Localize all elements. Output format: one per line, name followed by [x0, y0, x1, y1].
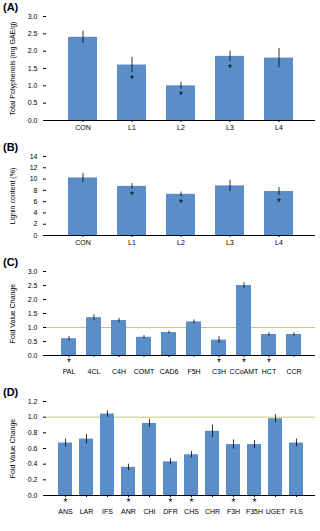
svg-text:*: * [217, 357, 221, 368]
svg-text:*: * [67, 357, 71, 368]
svg-text:L1: L1 [128, 124, 136, 131]
svg-text:*: * [232, 497, 236, 508]
svg-text:Lignin content (%): Lignin content (%) [9, 168, 17, 224]
svg-text:0.4: 0.4 [28, 460, 38, 467]
svg-text:F5H: F5H [187, 368, 200, 375]
svg-text:L3: L3 [226, 239, 234, 246]
svg-text:*: * [179, 198, 183, 209]
svg-text:0.0: 0.0 [28, 352, 38, 359]
svg-text:*: * [127, 497, 131, 508]
svg-text:0.0: 0.0 [28, 117, 38, 124]
svg-text:CHR: CHR [205, 508, 220, 515]
svg-text:1.5: 1.5 [28, 310, 38, 317]
svg-text:Fold Value Change: Fold Value Change [9, 419, 17, 479]
svg-text:3.0: 3.0 [28, 13, 38, 20]
svg-text:IFS: IFS [102, 508, 113, 515]
svg-text:CON: CON [75, 239, 91, 246]
svg-text:CCoAMT: CCoAMT [230, 368, 260, 375]
svg-text:L4: L4 [275, 124, 283, 131]
svg-text:UGET: UGET [266, 508, 286, 515]
svg-text:*: * [169, 497, 173, 508]
svg-text:0.8: 0.8 [28, 429, 38, 436]
svg-text:ANS: ANS [58, 508, 73, 515]
svg-text:2.0: 2.0 [28, 47, 38, 54]
svg-text:F3H: F3H [227, 508, 240, 515]
svg-text:*: * [130, 74, 134, 85]
svg-text:*: * [64, 497, 68, 508]
html-text:(B): (B) [3, 141, 19, 153]
svg-text:L3: L3 [226, 124, 234, 131]
html-text:(A): (A) [3, 1, 19, 13]
svg-text:F35H: F35H [246, 508, 263, 515]
svg-text:4: 4 [34, 209, 38, 216]
svg-text:0: 0 [34, 232, 38, 239]
svg-text:Total Polyphenols (mg GAE/g): Total Polyphenols (mg GAE/g) [9, 22, 17, 116]
svg-text:1.2: 1.2 [28, 398, 38, 405]
svg-text:6: 6 [34, 198, 38, 205]
svg-text:C4H: C4H [112, 368, 126, 375]
svg-text:4CL: 4CL [88, 368, 101, 375]
svg-text:0.5: 0.5 [28, 338, 38, 345]
svg-text:CON: CON [75, 124, 91, 131]
svg-text:CCR: CCR [286, 368, 301, 375]
svg-text:*: * [190, 497, 194, 508]
svg-text:L2: L2 [177, 239, 185, 246]
svg-text:*: * [130, 190, 134, 201]
svg-text:1.5: 1.5 [28, 65, 38, 72]
html-text:(D): (D) [3, 386, 19, 398]
svg-text:1.0: 1.0 [28, 82, 38, 89]
svg-text:10: 10 [30, 175, 38, 182]
svg-text:DFR: DFR [163, 508, 177, 515]
svg-text:*: * [253, 497, 257, 508]
svg-text:CHS: CHS [184, 508, 199, 515]
svg-text:HCT: HCT [262, 368, 277, 375]
svg-text:2.5: 2.5 [28, 30, 38, 37]
svg-text:COMT: COMT [134, 368, 155, 375]
svg-text:CHI: CHI [143, 508, 155, 515]
svg-text:*: * [179, 90, 183, 101]
svg-text:*: * [267, 357, 271, 368]
svg-text:C3H: C3H [212, 368, 226, 375]
svg-text:L4: L4 [275, 239, 283, 246]
svg-text:3.0: 3.0 [28, 268, 38, 275]
svg-text:*: * [242, 357, 246, 368]
svg-text:8: 8 [34, 187, 38, 194]
svg-text:*: * [277, 197, 281, 208]
svg-text:L2: L2 [177, 124, 185, 131]
svg-text:CAD6: CAD6 [160, 368, 179, 375]
svg-text:0.0: 0.0 [28, 492, 38, 499]
svg-text:ANR: ANR [121, 508, 136, 515]
svg-text:PAL: PAL [63, 368, 76, 375]
svg-text:14: 14 [30, 153, 38, 160]
svg-text:L1: L1 [128, 239, 136, 246]
svg-text:0.6: 0.6 [28, 445, 38, 452]
svg-text:1.0: 1.0 [28, 324, 38, 331]
svg-text:1.0: 1.0 [28, 413, 38, 420]
svg-text:Fold Value Change: Fold Value Change [9, 284, 17, 344]
svg-text:12: 12 [30, 164, 38, 171]
svg-text:2.5: 2.5 [28, 282, 38, 289]
svg-text:2.0: 2.0 [28, 296, 38, 303]
svg-text:*: * [228, 63, 232, 74]
svg-text:FLS: FLS [290, 508, 303, 515]
svg-text:LAR: LAR [80, 508, 94, 515]
svg-text:2: 2 [34, 220, 38, 227]
html-text:(C): (C) [3, 256, 19, 268]
svg-text:0.5: 0.5 [28, 99, 38, 106]
svg-text:0.2: 0.2 [28, 476, 38, 483]
